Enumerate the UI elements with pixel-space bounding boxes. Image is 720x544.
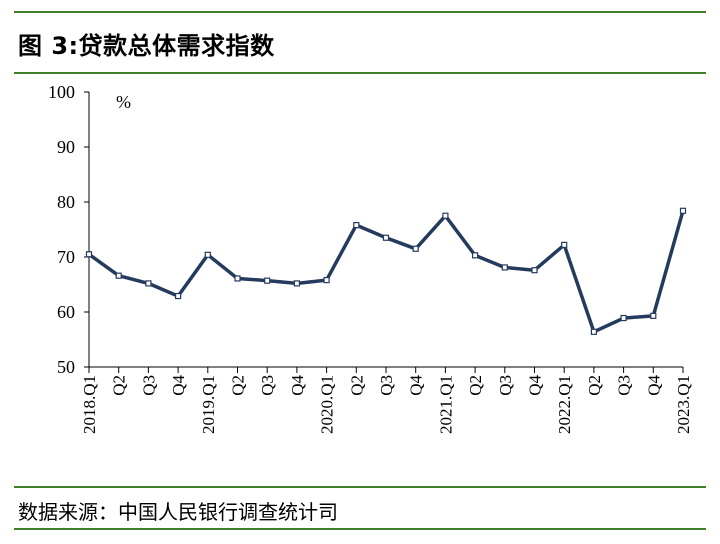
- data-point: [145, 280, 152, 287]
- x-tick-label: 2019.Q1: [199, 375, 218, 434]
- x-tick-label: 2023.Q1: [674, 375, 693, 434]
- data-point: [412, 245, 419, 252]
- data-point: [679, 207, 687, 214]
- x-tick-label: 2021.Q1: [436, 375, 455, 434]
- x-tick-label: Q4: [169, 375, 188, 396]
- series-line: [87, 210, 685, 334]
- x-tick-label: Q2: [347, 375, 366, 396]
- y-tick-label: 80: [57, 192, 75, 212]
- data-point: [561, 241, 568, 248]
- x-tick-labels: 2018.Q1 Q2 Q3 Q4 2019.Q1 Q2 Q3 Q4 2020.Q1 Q2 Q3 Q4 2…: [80, 375, 693, 435]
- x-tick-label: Q4: [526, 375, 545, 396]
- source-note: 数据来源：中国人民银行调查统计司: [18, 500, 338, 524]
- y-tick-label: 100: [48, 82, 75, 102]
- x-tick-label: Q4: [288, 375, 307, 396]
- x-tick-label: Q4: [407, 375, 426, 396]
- y-tick-label: 90: [57, 137, 75, 157]
- y-tick-label: 70: [57, 247, 75, 267]
- y-tick-labels: 100 90 80 70 60 50: [48, 82, 75, 377]
- data-point: [264, 277, 271, 284]
- data-point: [293, 280, 300, 287]
- data-point: [531, 267, 538, 274]
- x-tick-label: Q2: [110, 375, 129, 396]
- title-rule: [14, 72, 706, 74]
- data-point: [620, 314, 627, 322]
- x-tick-label: Q2: [229, 375, 248, 396]
- x-tick-label: Q3: [139, 375, 158, 396]
- data-point: [115, 272, 122, 279]
- y-unit-label: %: [116, 92, 131, 112]
- data-point: [382, 234, 390, 241]
- data-point: [501, 264, 508, 271]
- data-point: [175, 292, 182, 300]
- y-tick-label: 60: [57, 302, 75, 322]
- x-tick-label: Q2: [585, 375, 604, 396]
- x-tick-label: 2022.Q1: [555, 375, 574, 434]
- x-tick-label: Q4: [644, 375, 663, 396]
- top-rule: [14, 11, 706, 13]
- x-tick-label: Q2: [466, 375, 485, 396]
- data-point: [234, 275, 241, 282]
- data-point: [353, 222, 360, 229]
- data-point: [204, 251, 211, 258]
- chart-title: 图 3:贷款总体需求指数: [18, 32, 275, 60]
- data-point: [472, 252, 479, 259]
- bottom-rule: [14, 528, 706, 530]
- x-tick-label: Q3: [496, 375, 515, 396]
- source-rule: [14, 486, 706, 488]
- data-point: [590, 328, 598, 335]
- data-point: [85, 251, 93, 258]
- data-point: [650, 312, 657, 319]
- data-point: [323, 277, 330, 284]
- x-tick-label: 2018.Q1: [80, 375, 99, 434]
- x-tick-label: Q3: [258, 375, 277, 396]
- x-tick-label: 2020.Q1: [318, 375, 337, 434]
- data-points: [85, 207, 687, 335]
- chart-axes: [84, 91, 684, 373]
- x-tick-label: Q3: [615, 375, 634, 396]
- x-tick-label: Q3: [377, 375, 396, 396]
- data-point: [442, 212, 449, 219]
- y-tick-label: 50: [57, 357, 75, 377]
